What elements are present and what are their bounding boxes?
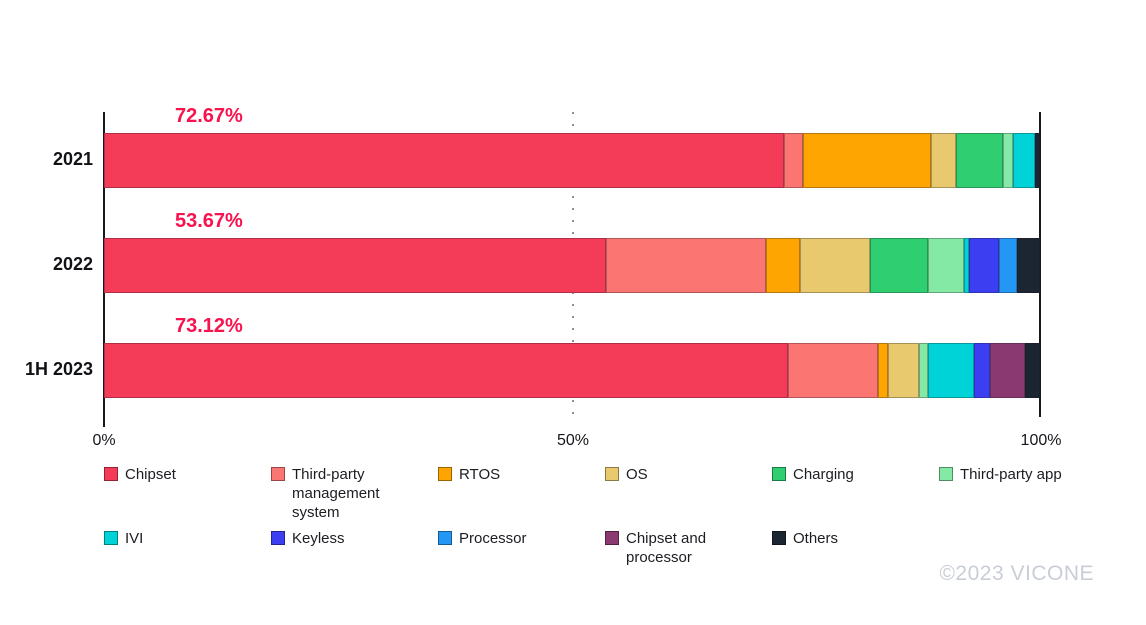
legend-swatch-chipset-and-processor bbox=[605, 531, 619, 545]
bar-value-label-1h2023: 73.12% bbox=[175, 315, 243, 337]
legend-item-rtos: RTOS bbox=[438, 465, 605, 529]
bar-value-label-2022: 53.67% bbox=[175, 210, 243, 232]
segment-charging bbox=[956, 133, 1003, 188]
segment-third-party-app bbox=[1002, 133, 1014, 188]
bar-2021 bbox=[104, 133, 1040, 188]
legend-label-os: OS bbox=[626, 466, 648, 483]
legend-item-ivi: IVI bbox=[104, 529, 271, 593]
legend-item-processor: Processor bbox=[438, 529, 605, 593]
legend-label-ivi: IVI bbox=[125, 530, 144, 547]
legend-swatch-charging bbox=[772, 467, 786, 481]
segment-keyless bbox=[969, 238, 1000, 293]
bar-2022 bbox=[104, 238, 1040, 293]
segment-chipset bbox=[104, 238, 607, 293]
segment-third-party-app bbox=[927, 238, 965, 293]
segment-others bbox=[1017, 238, 1040, 293]
segment-third-party-management-system bbox=[606, 238, 767, 293]
segment-charging bbox=[869, 238, 928, 293]
segment-third-party-management-system bbox=[784, 133, 803, 188]
category-label-2021: 2021 bbox=[52, 149, 93, 169]
axis-line-100-percent bbox=[1039, 112, 1041, 417]
legend-swatch-ivi bbox=[104, 531, 118, 545]
legend-swatch-processor bbox=[438, 531, 452, 545]
segment-chipset bbox=[104, 133, 785, 188]
segment-processor bbox=[999, 238, 1018, 293]
segment-ivi bbox=[964, 238, 970, 293]
segment-os bbox=[931, 133, 957, 188]
x-tick-50: 50% bbox=[556, 432, 590, 449]
bar-value-label-2021: 72.67% bbox=[175, 105, 243, 127]
legend-label-chipset: Chipset bbox=[125, 466, 176, 483]
legend-label-rtos: RTOS bbox=[459, 466, 501, 483]
segment-ivi bbox=[927, 343, 975, 398]
legend-swatch-keyless bbox=[271, 531, 285, 545]
legend-swatch-third-party-app bbox=[939, 467, 953, 481]
legend-swatch-others bbox=[772, 531, 786, 545]
legend-label-processor: Processor bbox=[459, 530, 527, 547]
category-label-2022: 2022 bbox=[52, 254, 93, 274]
segment-rtos bbox=[877, 343, 888, 398]
legend-item-chipset: Chipset bbox=[104, 465, 271, 529]
legend-item-keyless: Keyless bbox=[271, 529, 438, 593]
legend-swatch-chipset bbox=[104, 467, 118, 481]
legend: Chipset Third-party management system RTOS… bbox=[104, 465, 1106, 593]
legend-swatch-rtos bbox=[438, 467, 452, 481]
legend-item-third-party-app: Third-party app bbox=[939, 465, 1106, 529]
legend-item-os: OS bbox=[605, 465, 772, 529]
x-tick-0: 0% bbox=[92, 432, 116, 449]
segment-rtos bbox=[766, 238, 801, 293]
bar-1h2023 bbox=[104, 343, 1040, 398]
legend-swatch-third-party-management-system bbox=[271, 467, 285, 481]
legend-label-chipset-and-processor: Chipset and processor bbox=[626, 530, 707, 566]
legend-item-chipset-and-processor: Chipset and processor bbox=[605, 529, 772, 593]
category-label-1h2023: 1H 2023 bbox=[24, 359, 93, 379]
segment-rtos bbox=[802, 133, 932, 188]
x-tick-100: 100% bbox=[1020, 432, 1062, 449]
segment-third-party-app bbox=[918, 343, 928, 398]
legend-label-keyless: Keyless bbox=[292, 530, 345, 547]
legend-item-third-party-management-system: Third-party management system bbox=[271, 465, 438, 529]
segment-others bbox=[1024, 343, 1040, 398]
segment-third-party-management-system bbox=[788, 343, 878, 398]
segment-chipset bbox=[104, 343, 789, 398]
segment-others bbox=[1035, 133, 1040, 188]
segment-os bbox=[800, 238, 870, 293]
legend-label-others: Others bbox=[793, 530, 839, 547]
legend-label-charging: Charging bbox=[793, 466, 854, 483]
watermark: ©2023 VICONE bbox=[939, 562, 1094, 585]
legend-label-third-party-management-system: Third-party management system bbox=[292, 466, 380, 521]
legend-swatch-os bbox=[605, 467, 619, 481]
segment-os bbox=[887, 343, 919, 398]
segment-keyless bbox=[974, 343, 991, 398]
segment-ivi bbox=[1013, 133, 1036, 188]
legend-label-third-party-app: Third-party app bbox=[960, 466, 1062, 483]
legend-item-charging: Charging bbox=[772, 465, 939, 529]
legend-item-others: Others bbox=[772, 529, 939, 593]
segment-chipset-and-processor bbox=[990, 343, 1025, 398]
